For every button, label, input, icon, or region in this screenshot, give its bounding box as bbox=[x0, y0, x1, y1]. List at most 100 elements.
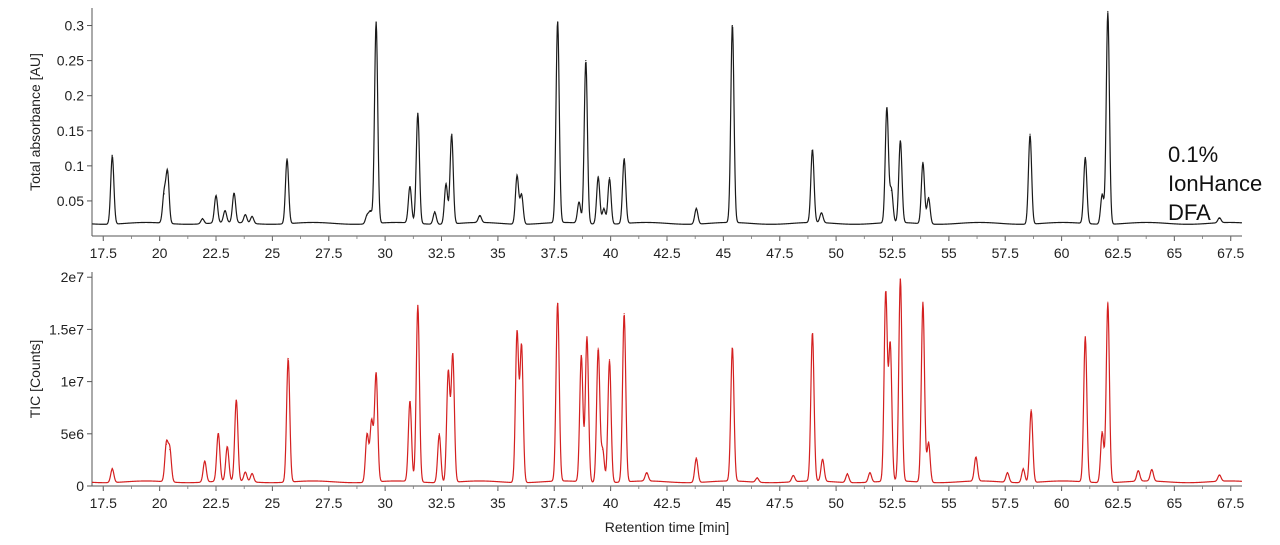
peak-point bbox=[899, 140, 901, 142]
x-tick-label: 22.5 bbox=[202, 245, 229, 261]
peak-point bbox=[586, 336, 588, 338]
peak-point bbox=[846, 472, 848, 475]
x-tick-label: 52.5 bbox=[879, 245, 906, 261]
peak-point bbox=[623, 313, 625, 315]
x-tick-label: 62.5 bbox=[1104, 495, 1131, 511]
x-tick-label: 37.5 bbox=[541, 245, 568, 261]
peak-point bbox=[287, 358, 289, 360]
peak-point bbox=[224, 210, 226, 213]
peak-point bbox=[520, 193, 523, 195]
peak-point bbox=[608, 359, 611, 361]
peak-point bbox=[580, 354, 582, 357]
peak-point bbox=[885, 292, 887, 294]
tic-panel: 17.5 20 22.5 25 27.5 30 32.5 35 37.5 40 42.5 45 47.5… bbox=[27, 269, 1245, 535]
peak-point bbox=[695, 457, 697, 459]
peak-point bbox=[520, 344, 523, 346]
peak-point bbox=[1006, 471, 1009, 474]
peak-point bbox=[235, 399, 237, 401]
x-tick-label: 40 bbox=[603, 495, 619, 511]
peak-point bbox=[1101, 193, 1103, 195]
x-axis-label: Retention time [min] bbox=[605, 519, 730, 535]
x-tick-label: 27.5 bbox=[315, 245, 342, 261]
x-tick-label: 67.5 bbox=[1217, 245, 1244, 261]
x-tick-label: 42.5 bbox=[653, 495, 680, 511]
x-tick-label: 50 bbox=[828, 245, 844, 261]
peak-point bbox=[1107, 10, 1109, 13]
peak-point bbox=[1137, 470, 1139, 472]
peak-point bbox=[602, 448, 604, 451]
peak-point bbox=[447, 370, 449, 372]
x-tick-label: 47.5 bbox=[766, 245, 793, 261]
peak-point bbox=[516, 174, 518, 176]
peak-point bbox=[889, 344, 891, 346]
x-tick-label: 22.5 bbox=[202, 495, 229, 511]
peak-point bbox=[557, 302, 559, 304]
y-tick-label: 1.5e7 bbox=[49, 321, 84, 337]
x-tick-label: 25 bbox=[265, 495, 281, 511]
x-tick-label: 35 bbox=[490, 495, 506, 511]
annotation-line: 0.1% bbox=[1168, 142, 1218, 167]
x-tick-label: 20 bbox=[152, 245, 168, 261]
peak-point bbox=[409, 186, 411, 188]
peak-point bbox=[608, 177, 611, 179]
peak-point bbox=[597, 175, 599, 177]
x-tick-label: 62.5 bbox=[1104, 245, 1131, 261]
peak-point bbox=[417, 304, 419, 307]
peak-point bbox=[1030, 409, 1032, 411]
x-tick-label: 57.5 bbox=[992, 245, 1019, 261]
peak-point bbox=[217, 433, 219, 435]
x-tick-label: 17.5 bbox=[90, 245, 117, 261]
peak-point bbox=[1218, 217, 1221, 220]
peak-point bbox=[811, 332, 814, 335]
peak-point bbox=[366, 433, 368, 435]
chromatogram-trace bbox=[91, 12, 1243, 225]
peak-point bbox=[204, 460, 206, 462]
y-axis-label: Total absorbance [AU] bbox=[27, 53, 43, 191]
peak-point bbox=[445, 182, 447, 184]
x-tick-label: 47.5 bbox=[766, 495, 793, 511]
x-tick-label: 42.5 bbox=[653, 245, 680, 261]
x-tick-label: 17.5 bbox=[90, 495, 117, 511]
y-tick-label: 1e7 bbox=[61, 374, 85, 390]
peak-point bbox=[811, 149, 814, 152]
peak-point bbox=[1107, 301, 1109, 303]
y-tick-label: 2e7 bbox=[61, 269, 85, 285]
y-tick-label: 0.15 bbox=[57, 123, 84, 139]
peak-point bbox=[585, 60, 587, 62]
peak-point bbox=[375, 372, 377, 374]
x-tick-label: 55 bbox=[941, 495, 957, 511]
peak-point bbox=[434, 210, 436, 213]
peak-point bbox=[695, 207, 697, 209]
peak-point bbox=[111, 154, 113, 156]
peak-point bbox=[756, 477, 758, 479]
peak-point bbox=[111, 467, 113, 469]
peak-point bbox=[1101, 431, 1103, 433]
peak-point bbox=[438, 433, 440, 435]
x-tick-label: 60 bbox=[1054, 495, 1070, 511]
peak-point bbox=[1022, 467, 1024, 469]
peak-point bbox=[603, 207, 605, 209]
peak-point bbox=[452, 353, 454, 356]
peak-point bbox=[597, 347, 599, 349]
peak-point bbox=[975, 457, 977, 459]
peak-point bbox=[578, 201, 580, 203]
x-tick-label: 25 bbox=[265, 245, 281, 261]
peak-point bbox=[1029, 133, 1031, 135]
y-tick-label: 0.3 bbox=[65, 18, 85, 34]
peak-point bbox=[557, 21, 559, 23]
absorbance-panel: 17.5 20 22.5 25 27.5 30 32.5 35 37.5 40 42.5 45 47.5… bbox=[27, 8, 1262, 261]
peak-point bbox=[226, 446, 228, 448]
peak-point bbox=[1151, 469, 1153, 471]
x-tick-label: 20 bbox=[152, 495, 168, 511]
peak-point bbox=[375, 21, 377, 23]
peak-point bbox=[1084, 336, 1086, 338]
y-tick-label: 0.05 bbox=[57, 193, 84, 209]
y-tick-label: 0.25 bbox=[57, 53, 84, 69]
peak-point bbox=[886, 107, 888, 109]
y-tick-label: 0.2 bbox=[65, 88, 85, 104]
peak-point bbox=[927, 441, 930, 443]
x-tick-label: 45 bbox=[716, 495, 732, 511]
peak-point bbox=[166, 172, 169, 174]
x-tick-label: 67.5 bbox=[1217, 495, 1244, 511]
x-tick-label: 45 bbox=[716, 245, 732, 261]
